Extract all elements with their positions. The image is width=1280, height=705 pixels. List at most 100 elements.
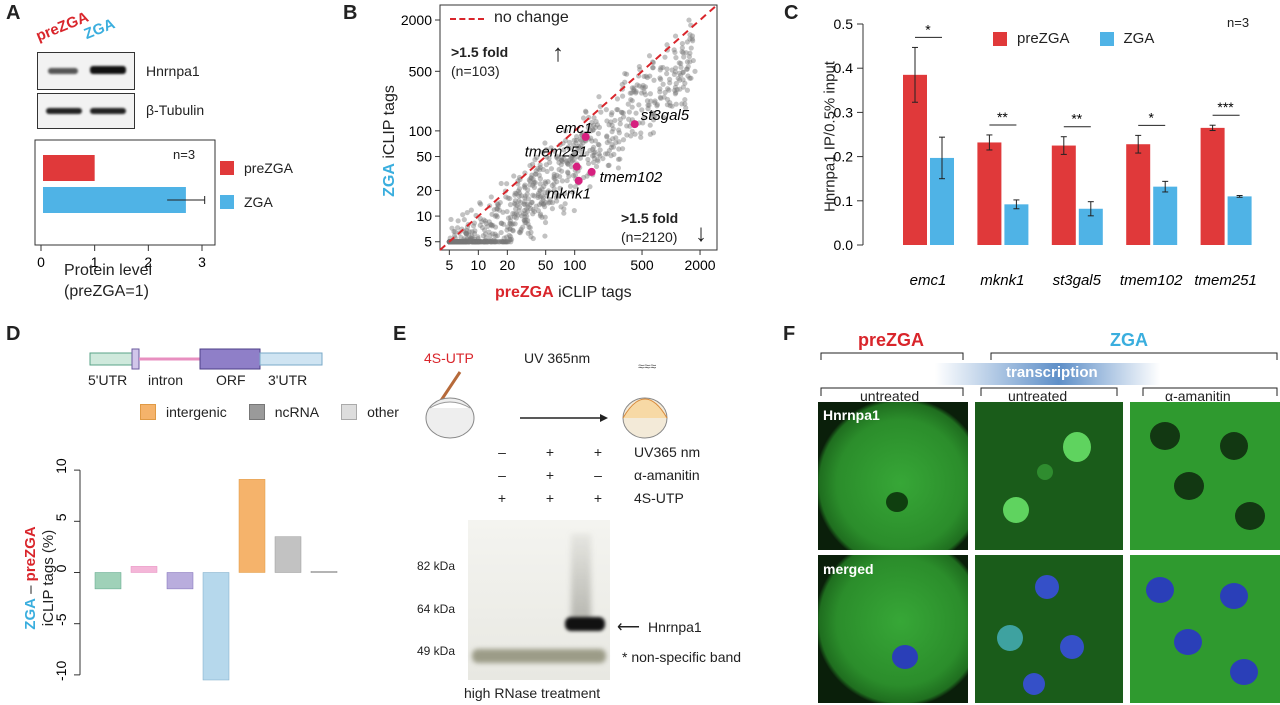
chart-b-point: [616, 127, 622, 133]
chart-b-point: [542, 219, 549, 226]
chart-b-point: [465, 239, 471, 245]
chart-b-point: [523, 217, 529, 223]
chart-b-point: [542, 214, 548, 220]
chart-b-point: [503, 239, 509, 245]
chart-c-bar-emc1-preZGA: [903, 74, 927, 245]
gene-part-intron: intron: [148, 372, 184, 388]
row-label-hnrnpa1: Hnrnpa1: [823, 407, 880, 423]
chart-b-point: [641, 89, 647, 95]
chart-b-point: [610, 136, 616, 142]
chart-b-point: [491, 237, 497, 243]
chart-b-point: [596, 151, 602, 157]
chart-b-point: [462, 239, 468, 245]
chart-b-point: [677, 77, 683, 83]
chart-b-point: [611, 151, 617, 157]
chart-b-point: [451, 239, 457, 245]
chart-b-point: [463, 239, 469, 245]
chart-b-point: [487, 239, 493, 245]
chart-b-point: [507, 236, 513, 242]
n-label-a: n=3: [173, 147, 196, 162]
chart-b-point: [532, 171, 538, 177]
chart-b-point: [641, 85, 647, 91]
chart-b-point: [472, 228, 478, 234]
chart-b-point: [514, 202, 520, 209]
chart-b-point: [580, 140, 586, 146]
chart-b-point: [469, 239, 475, 245]
chart-b-point: [495, 202, 501, 208]
chart-b-point: [490, 239, 496, 245]
chart-b-point: [666, 87, 672, 93]
chart-b-point: [460, 239, 466, 245]
chart-b-point: [544, 193, 550, 199]
chart-b-point: [545, 190, 551, 196]
chart-b-point: [518, 226, 524, 232]
up-label: >1.5 fold: [451, 44, 509, 60]
ylabel-d-zga: ZGA: [22, 598, 39, 630]
chart-b-point: [566, 145, 573, 152]
chart-a-tick-label-3: 3: [198, 254, 206, 270]
chart-b-point: [454, 239, 460, 245]
chart-b-point: [620, 137, 627, 143]
chart-b-point: [565, 169, 571, 175]
chart-b-point: [537, 187, 543, 193]
chart-b-point: [455, 239, 461, 245]
chart-b-point: [496, 239, 502, 245]
chart-b-point: [571, 137, 577, 143]
chart-c-ytick-label-0.4: 0.4: [834, 60, 854, 76]
chart-b-point: [590, 122, 597, 128]
chart-b-point: [503, 234, 510, 240]
chart-b-point: [458, 239, 465, 245]
chart-b-point: [533, 203, 539, 209]
chart-b-point: [521, 217, 527, 224]
chart-b-point: [498, 180, 504, 187]
chart-b-point: [608, 144, 614, 151]
chart-b-point: [472, 239, 478, 245]
chart-b-point: [619, 109, 625, 116]
chart-b-point: [510, 228, 516, 234]
chart-b-point: [453, 239, 460, 245]
chart-b-point: [481, 239, 487, 245]
chart-b-point: [606, 162, 612, 168]
chart-c-bar-tmem102-preZGA: [1126, 144, 1151, 245]
nonspecific-band: [472, 649, 606, 663]
chart-b-point: [478, 201, 484, 207]
chart-b-point: [472, 239, 479, 245]
chart-b-point: [507, 233, 514, 240]
chart-b-point: [488, 239, 494, 245]
chart-b-point: [537, 181, 543, 187]
chart-b-point: [554, 154, 560, 161]
chart-b-point: [505, 215, 512, 221]
chart-b-point: [561, 210, 567, 216]
chart-b-point: [454, 239, 461, 245]
chart-b-point: [683, 50, 689, 56]
chart-b-point: [524, 213, 530, 219]
chart-b-point: [605, 162, 611, 169]
chart-b-point: [568, 155, 574, 161]
legend-label-prezga: preZGA: [244, 160, 294, 176]
chart-b-point: [547, 197, 553, 203]
panel-label-e: E: [393, 323, 407, 345]
chart-b-point: [464, 236, 470, 242]
chart-b-point: [645, 102, 651, 108]
chart-b-point: [641, 73, 647, 80]
chart-b-point: [680, 69, 686, 76]
chart-b-point: [559, 158, 566, 165]
chart-b-point: [516, 174, 523, 181]
chart-b-point: [506, 232, 512, 238]
nonspecific-label: * non-specific band: [622, 649, 742, 665]
chart-b-point: [674, 86, 680, 93]
chart-b-point: [555, 156, 561, 162]
chart-b-point: [513, 206, 519, 212]
chart-b-point: [657, 94, 663, 101]
chart-a-tick-label-1: 1: [91, 254, 99, 270]
chart-b-point: [543, 162, 549, 168]
chart-b-point: [518, 228, 524, 234]
legend-b-label: no change: [494, 9, 569, 26]
chart-b-point: [535, 208, 541, 214]
chart-b-point: [507, 202, 514, 208]
chart-b-point: [481, 239, 487, 245]
chart-b-point: [464, 239, 470, 245]
chart-b-point: [475, 239, 482, 245]
chart-b-point: [572, 150, 578, 156]
chart-b-point: [491, 239, 497, 245]
